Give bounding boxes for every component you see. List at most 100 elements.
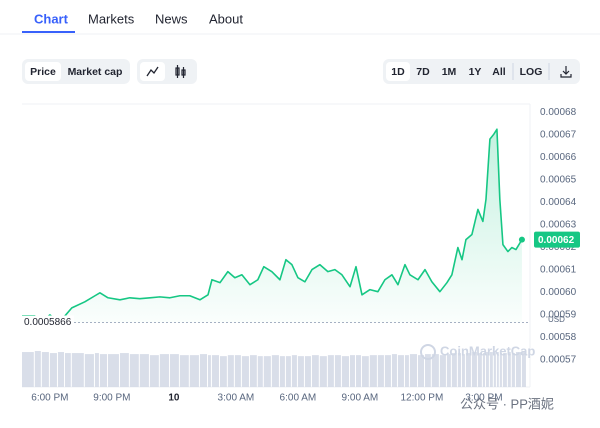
volume-bar (34, 351, 41, 387)
range-button[interactable]: 1Y (469, 66, 482, 78)
volume-bar (496, 352, 499, 387)
volume-bar (334, 355, 341, 387)
volume-bar (22, 352, 34, 387)
volume-bar (391, 354, 397, 387)
volume-bar (291, 355, 297, 387)
volume-bar (71, 353, 84, 387)
volume-bar (355, 355, 361, 387)
watermark: 公众号 · PP酒妮 (460, 396, 554, 411)
toggle-button[interactable]: Market cap (68, 66, 123, 78)
volume-bar (304, 356, 311, 387)
volume-bar (409, 354, 417, 387)
current-price: 0.00062 (538, 235, 575, 246)
volume-bar (499, 353, 502, 387)
volume-bar (451, 353, 457, 387)
volume-bar (521, 352, 526, 387)
candle-icon[interactable] (175, 65, 186, 78)
y-tick-label: 0.00067 (540, 129, 577, 140)
volume-bar (404, 355, 409, 387)
range-active (386, 62, 410, 81)
volume-bar (279, 356, 285, 387)
volume-bar (349, 355, 355, 387)
volume-bar (99, 354, 107, 387)
volume-bar (219, 356, 227, 387)
volume-bar (489, 352, 493, 387)
volume-bar (179, 355, 189, 387)
volume-bar (94, 353, 99, 387)
range-button[interactable]: 1D (391, 66, 405, 78)
volume-bar (249, 355, 257, 387)
volume-bar (515, 352, 521, 387)
volume-bar (319, 356, 327, 387)
baseline-label-box (22, 315, 74, 330)
volume-bar (425, 354, 431, 387)
tab[interactable]: Markets (88, 11, 135, 26)
log-button[interactable]: LOG (520, 66, 543, 78)
volume-bar (208, 355, 211, 387)
x-tick-label: 6:00 PM (31, 393, 68, 404)
volume-bar (507, 352, 511, 387)
volume-bar (41, 352, 49, 387)
volume-bar (462, 354, 465, 387)
volume-bar (327, 355, 334, 387)
y-tick-label: 0.00057 (540, 355, 577, 366)
volume-bar (377, 355, 384, 387)
last-point (518, 236, 525, 243)
volume-bar (169, 354, 179, 387)
y-tick-label: 0.00060 (540, 287, 577, 298)
x-tick-label: 3:00 PM (465, 393, 502, 404)
y-tick-label: 0.00065 (540, 174, 577, 185)
tab[interactable]: News (155, 11, 188, 26)
volume-bar (297, 356, 304, 387)
volume-bar (159, 354, 169, 387)
volume-bar (446, 354, 451, 387)
range-button[interactable]: 7D (416, 66, 430, 78)
volume-bar (285, 356, 291, 387)
y-tick-label: 0.00068 (540, 107, 577, 118)
tab[interactable]: Chart (34, 11, 69, 26)
current-price-box (534, 231, 580, 248)
y-tick-label: 0.00063 (540, 219, 577, 230)
volume-bar (263, 356, 271, 387)
tab-underline (22, 31, 75, 33)
volume-bar (502, 353, 507, 387)
y-tick-label: 0.00059 (540, 310, 577, 321)
volume-bar (431, 354, 439, 387)
volume-bar (485, 352, 489, 387)
volume-bar (439, 355, 446, 387)
volume-bar (57, 352, 64, 387)
tab[interactable]: About (209, 11, 243, 26)
volume-bar (369, 355, 377, 387)
volume-bar (477, 353, 482, 387)
baseline-label: 0.0005866 (24, 317, 72, 328)
volume-bar (234, 355, 241, 387)
x-tick-label: 3:00 AM (218, 393, 255, 404)
x-tick-label: 9:00 AM (342, 393, 379, 404)
volume-bar (199, 354, 208, 387)
volume-bar (49, 353, 57, 387)
toggle-button[interactable]: Price (30, 66, 56, 78)
volume-bar (271, 355, 279, 387)
y-tick-label: 0.00066 (540, 152, 577, 163)
volume-bar (149, 355, 159, 387)
download-icon[interactable] (560, 66, 572, 78)
y-tick-label: 0.00064 (540, 197, 577, 208)
x-tick-label: 6:00 AM (280, 393, 317, 404)
volume-bar (465, 353, 471, 387)
volume-bar (119, 353, 129, 387)
volume-bar (417, 355, 425, 387)
volume-bar (341, 356, 349, 387)
volume-bar (471, 352, 477, 387)
watermark: CoinMarketCap (440, 343, 535, 358)
volume-bar (139, 354, 149, 387)
volume-bar (384, 355, 391, 387)
y-tick-label: 0.00061 (540, 264, 577, 275)
area (22, 129, 522, 323)
volume-bar (211, 355, 219, 387)
price-line (22, 128, 523, 323)
volume-bar (511, 353, 515, 387)
range-button[interactable]: 1M (442, 66, 457, 78)
range-button[interactable]: All (492, 66, 506, 78)
line-icon (146, 66, 159, 77)
